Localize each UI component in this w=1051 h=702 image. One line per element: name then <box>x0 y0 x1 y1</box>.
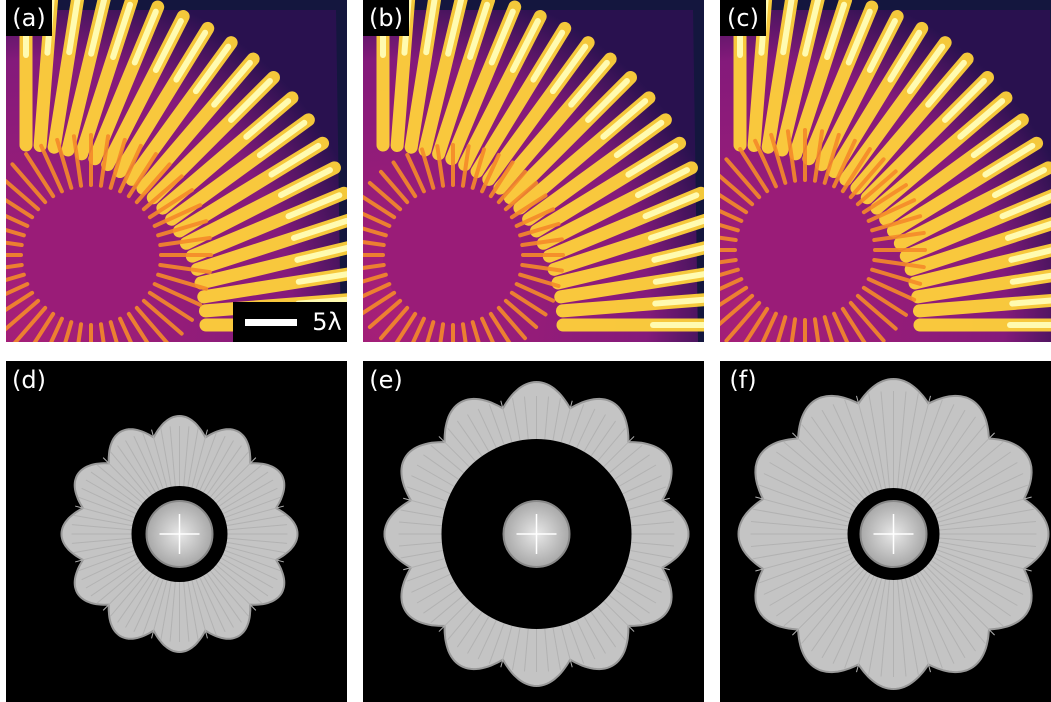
burst-core <box>383 185 523 325</box>
field-panel: (c) <box>685 0 1051 370</box>
panel-label: (e) <box>369 366 403 394</box>
panel-label: (f) <box>729 366 756 394</box>
structure-panel: (e) <box>363 361 704 702</box>
panel-label: (b) <box>369 4 403 32</box>
scale-bar-line <box>245 319 297 326</box>
field-panel: (b) <box>343 0 715 365</box>
burst-core <box>21 185 161 325</box>
structure-panel: (f) <box>720 361 1051 702</box>
scale-bar: 5λ <box>233 302 347 342</box>
figure: (a) (b) (c) 5λ (d) (e) (f) <box>0 0 1051 702</box>
structure-panel: (d) <box>6 361 347 702</box>
panel-label: (a) <box>12 4 45 32</box>
field-image <box>343 0 715 365</box>
scale-bar-label: 5λ <box>312 308 341 336</box>
panel-label: (d) <box>12 366 46 394</box>
field-image <box>685 0 1051 370</box>
panel-label: (c) <box>727 4 759 32</box>
burst-core <box>735 180 875 320</box>
